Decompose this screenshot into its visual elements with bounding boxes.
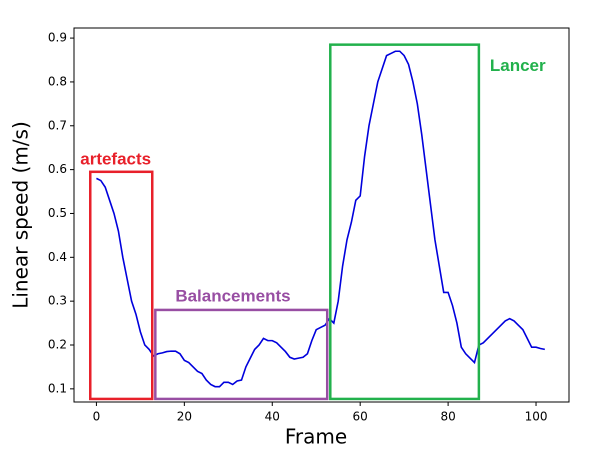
y-tick-label: 0.1 — [48, 381, 67, 395]
x-tick-label: 80 — [440, 410, 455, 424]
annotation-box — [89, 170, 154, 401]
line — [96, 50, 545, 388]
plot-frame — [73, 27, 570, 403]
annotation-box — [329, 43, 481, 401]
x-tick-label: 60 — [353, 410, 368, 424]
annotation-label: Lancer — [490, 56, 546, 75]
x-axis-label: Frame — [285, 425, 347, 449]
y-tick-label: 0.3 — [48, 294, 67, 308]
annotation-label: Balancements — [175, 286, 290, 305]
y-tick-label: 0.6 — [48, 162, 67, 176]
y-axis-label: Linear speed (m/s) — [9, 121, 33, 309]
y-tick-label: 0.4 — [48, 250, 67, 264]
x-tick-label: 0 — [93, 410, 101, 424]
y-tick-label: 0.7 — [48, 118, 67, 132]
x-tick-label: 100 — [525, 410, 548, 424]
y-tick-label: 0.2 — [48, 338, 67, 352]
y-tick-label: 0.5 — [48, 206, 67, 220]
x-tick-label: 40 — [265, 410, 280, 424]
y-tick-label: 0.9 — [48, 31, 67, 45]
y-tick-label: 0.8 — [48, 74, 67, 88]
annotation-label: artefacts — [80, 149, 151, 168]
annotation-box — [154, 308, 329, 401]
x-tick-label: 20 — [177, 410, 192, 424]
